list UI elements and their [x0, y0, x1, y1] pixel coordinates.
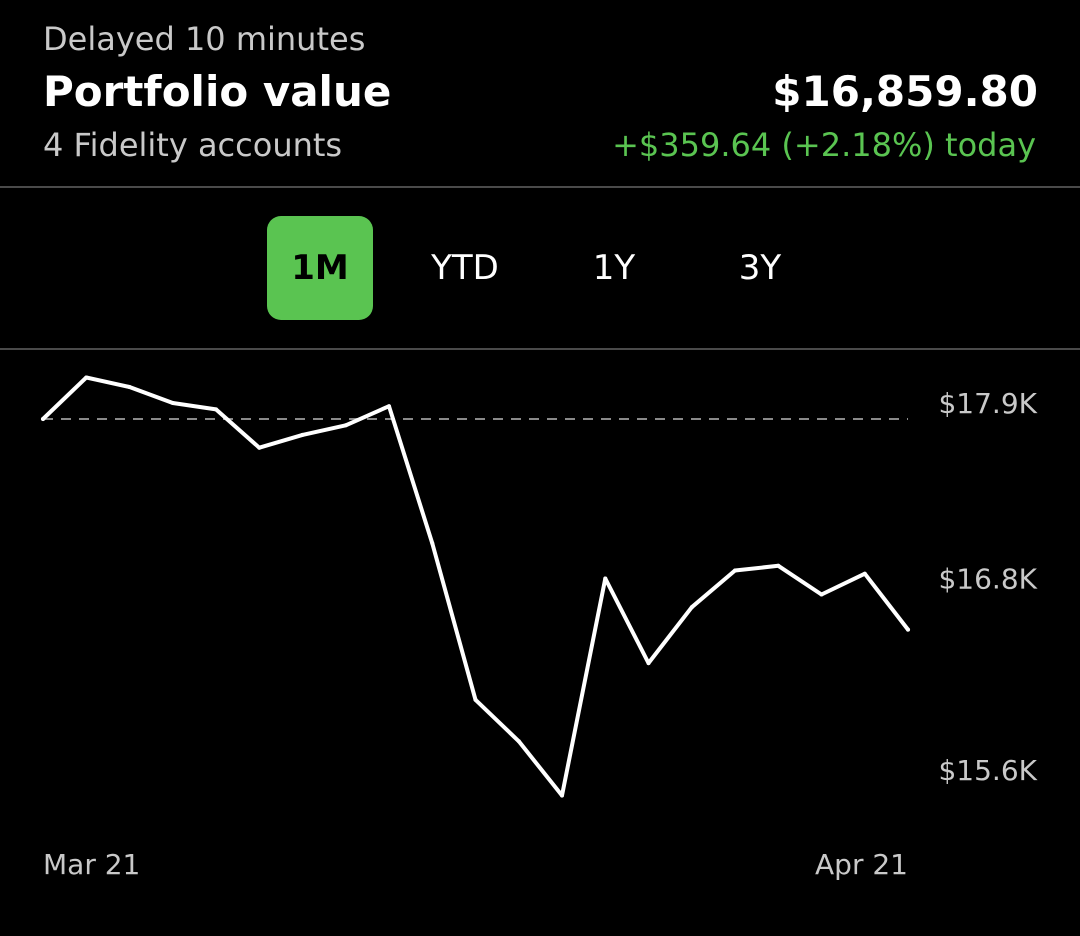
tab-3y[interactable]: 3Y [738, 248, 782, 288]
data-point-6 [300, 432, 305, 437]
data-point-9 [430, 541, 435, 546]
tab-ytd[interactable]: YTD [431, 248, 499, 288]
portfolio-value-line [41, 375, 910, 798]
page-title: Portfolio value [43, 67, 392, 116]
y-tick-label-high: $17.9K [938, 387, 1037, 420]
data-point-14 [646, 661, 651, 666]
x-tick-label-start: Mar 21 [43, 848, 140, 881]
daily-change: +$359.64 (+2.18%) today [612, 126, 1036, 164]
y-tick-label-mid: $16.8K [938, 563, 1037, 596]
tab-1m[interactable]: 1M [267, 216, 373, 320]
data-point-16 [733, 568, 737, 573]
y-tick-label-low: $15.6K [938, 754, 1037, 787]
portfolio-line-chart[interactable]: $17.9K $16.8K $15.6K Mar 21 Apr 21 [0, 350, 1080, 932]
portfolio-chart[interactable]: $17.9K $16.8K $15.6K Mar 21 Apr 21 [0, 350, 1080, 932]
tab-1y[interactable]: 1Y [592, 248, 636, 288]
data-point-15 [689, 605, 694, 610]
data-point-10 [473, 697, 478, 702]
portfolio-header: Delayed 10 minutes Portfolio value 4 Fid… [0, 0, 1080, 188]
data-point-18 [819, 592, 824, 597]
time-range-tabs: 1M YTD 1Y 3Y [0, 188, 1080, 350]
delayed-notice: Delayed 10 minutes [43, 20, 366, 58]
data-point-20 [906, 627, 910, 632]
data-point-4 [214, 407, 218, 412]
data-point-13 [603, 576, 608, 581]
data-point-8 [387, 404, 391, 409]
data-point-5 [257, 445, 262, 450]
data-point-12 [560, 793, 564, 798]
data-point-3 [170, 401, 175, 405]
data-point-11 [516, 739, 521, 744]
data-point-2 [127, 385, 132, 389]
data-point-19 [862, 571, 867, 576]
portfolio-value: $16,859.80 [772, 67, 1038, 116]
data-point-0 [41, 417, 45, 421]
data-point-1 [84, 375, 89, 380]
data-point-7 [343, 423, 348, 428]
data-point-17 [776, 563, 781, 568]
accounts-count: 4 Fidelity accounts [43, 126, 343, 164]
x-tick-label-end: Apr 21 [815, 848, 908, 881]
data-points [41, 375, 910, 798]
